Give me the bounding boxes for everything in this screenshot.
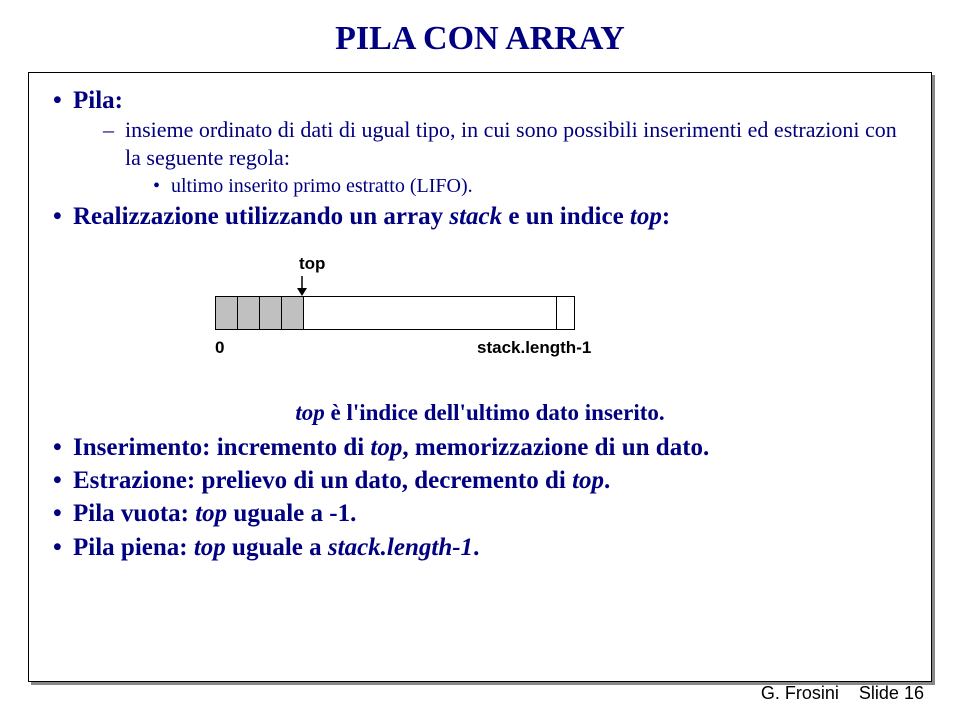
pila-label: Pila:: [73, 87, 123, 114]
estr-pre: Estrazione: prelievo di un dato, decreme…: [73, 467, 572, 494]
vuota-top: top: [195, 500, 227, 527]
slide-title: PILA CON ARRAY: [28, 20, 932, 58]
bullet-estrazione: Estrazione: prelievo di un dato, decreme…: [49, 465, 915, 496]
footer-author: G. Frosini: [761, 683, 839, 703]
caption-top: top: [295, 400, 324, 425]
realizzazione-mid: e un indice: [502, 203, 630, 230]
figure-length-label: stack.length-1: [477, 338, 591, 358]
bullet-list-top: Pila: insieme ordinato di dati di ugual …: [45, 85, 915, 232]
stack-figure: top 0 stack.length-1: [215, 254, 645, 374]
estr-post: .: [604, 467, 610, 494]
slide: PILA CON ARRAY Pila: insieme ordinato di…: [0, 0, 960, 720]
footer-slide-num: 16: [904, 683, 924, 703]
vuota-post: uguale a -1.: [227, 500, 356, 527]
piena-mid: uguale a: [226, 534, 328, 561]
estr-top: top: [572, 467, 604, 494]
bullet-pila: Pila: insieme ordinato di dati di ugual …: [49, 85, 915, 199]
figure-zero-label: 0: [215, 338, 224, 358]
bullet-lifo: ultimo inserito primo estratto (LIFO).: [153, 173, 915, 199]
piena-val: stack.length-1: [328, 534, 473, 561]
bullet-piena: Pila piena: top uguale a stack.length-1.: [49, 532, 915, 563]
realizzazione-pre: Realizzazione utilizzando un array: [73, 203, 449, 230]
bullet-pila-desc: insieme ordinato di dati di ugual tipo, …: [103, 116, 915, 198]
bullet-vuota: Pila vuota: top uguale a -1.: [49, 498, 915, 529]
bullet-inserimento: Inserimento: incremento di top, memorizz…: [49, 432, 915, 463]
top-word: top: [630, 203, 662, 230]
array-cell-filled: [260, 297, 282, 329]
footer: G. Frosini Slide 16: [761, 683, 924, 704]
array-cell-filled: [216, 297, 238, 329]
ins-post: , memorizzazione di un dato.: [402, 434, 709, 461]
vuota-pre: Pila vuota:: [73, 500, 195, 527]
pila-desc-text: insieme ordinato di dati di ugual tipo, …: [125, 117, 897, 170]
arrow-down-icon: [293, 276, 311, 296]
bullet-realizzazione: Realizzazione utilizzando un array stack…: [49, 201, 915, 232]
caption: top è l'indice dell'ultimo dato inserito…: [45, 400, 915, 426]
bullet-list-bottom: Inserimento: incremento di top, memorizz…: [45, 432, 915, 563]
footer-slide-label: Slide: [859, 683, 899, 703]
ins-pre: Inserimento: incremento di: [73, 434, 370, 461]
content-box: Pila: insieme ordinato di dati di ugual …: [28, 72, 932, 682]
array-cell-last: [556, 297, 574, 329]
ins-top: top: [370, 434, 402, 461]
array-cell-filled: [282, 297, 304, 329]
array-cell-filled: [238, 297, 260, 329]
piena-top: top: [194, 534, 226, 561]
piena-post: .: [473, 534, 479, 561]
caption-rest: è l'indice dell'ultimo dato inserito.: [325, 400, 665, 425]
realizzazione-post: :: [662, 203, 670, 230]
piena-pre: Pila piena:: [73, 534, 194, 561]
figure-top-label: top: [299, 254, 325, 274]
array-box: [215, 296, 575, 330]
stack-word: stack: [449, 203, 502, 230]
